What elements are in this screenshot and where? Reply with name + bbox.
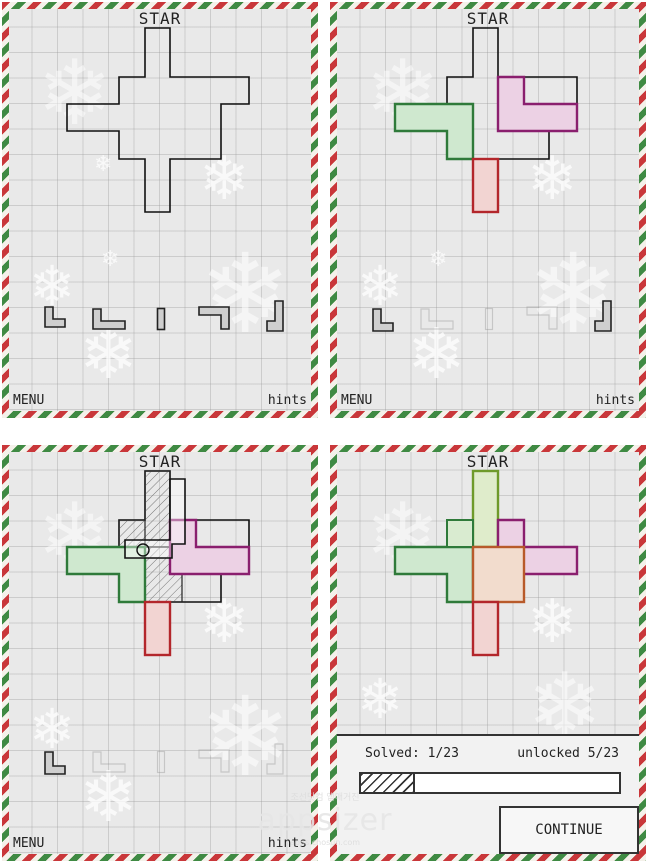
snowflake-icon: ❄ [357, 254, 404, 318]
hints-button[interactable]: hints [595, 393, 635, 408]
tray-slot-empty [197, 748, 231, 774]
graph-paper-board: ❄ ❄ ❄ ❄ ❄ STAR [9, 452, 311, 854]
placed-red-piece [471, 600, 500, 657]
tray-piece-i[interactable] [156, 307, 166, 331]
snowflake-icon: ❄ [79, 313, 138, 395]
puzzle-title: STAR [138, 9, 182, 28]
snowflake-icon: ❄ [407, 313, 466, 395]
snowflake-icon: ❄ [199, 673, 292, 801]
snowflake-icon: ❄ [101, 247, 120, 272]
graph-paper-board: ❄ ❄ ❄ ❄ ❄ ❄ STAR MENU hints [337, 9, 639, 411]
panel-solved-board: ❄ ❄ ❄ ❄ STAR Solved: 1/23 unlocked 5/23 … [330, 445, 646, 861]
star-outline [66, 27, 250, 213]
tray-slot-empty [91, 750, 127, 774]
tray-slot-empty [265, 742, 285, 776]
placed-orange-piece [471, 545, 526, 604]
puzzle-title: STAR [466, 452, 510, 471]
menu-button[interactable]: MENU [13, 836, 45, 851]
placed-green-piece [393, 545, 475, 604]
tray-slot-empty [525, 305, 559, 331]
placed-magenta-piece [168, 518, 251, 576]
progress-fill [361, 774, 415, 792]
placed-magenta-piece [496, 75, 579, 133]
tray-piece-j[interactable] [371, 307, 395, 333]
puzzle-title: STAR [138, 452, 182, 471]
snowflake-icon: ❄ [527, 587, 578, 657]
watermark-logo: 조선닷컴 앱매거진 appsizer apps.chosun.com [257, 793, 393, 847]
snowflake-icon: ❄ [79, 756, 138, 838]
star-board [65, 470, 251, 657]
tray-piece-tall-l[interactable] [265, 299, 285, 333]
panel-partial-board: ❄ ❄ ❄ ❄ ❄ ❄ STAR MENU hints [330, 2, 646, 418]
placed-green-corner [446, 519, 474, 548]
tray-piece-j[interactable] [43, 750, 67, 776]
star-board-solved [393, 469, 579, 657]
placed-green-piece [65, 545, 147, 604]
snowflake-icon: ❄ [29, 254, 76, 318]
tray-piece-tall-l[interactable] [593, 299, 613, 333]
panel-empty-board: ❄ ❄ ❄ ❄ ❄ ❄ ❄ STAR MENU hints [2, 2, 318, 418]
dragged-piece-outline [124, 478, 186, 559]
hints-button[interactable]: hints [267, 393, 307, 408]
star-board [393, 27, 579, 214]
snowflake-icon: ❄ [94, 152, 113, 177]
graph-paper-board: ❄ ❄ ❄ ❄ STAR Solved: 1/23 unlocked 5/23 … [337, 452, 639, 854]
placed-lime-piece [471, 469, 500, 549]
snowflake-icon: ❄ [429, 247, 448, 272]
snowflake-icon: ❄ [357, 667, 404, 731]
tray-slot-empty [484, 307, 494, 331]
hints-button[interactable]: hints [267, 836, 307, 851]
level-complete-panel: Solved: 1/23 unlocked 5/23 CONTINUE [337, 734, 639, 854]
tray-piece-corner[interactable] [197, 305, 231, 331]
placed-red-piece [143, 600, 172, 657]
placed-red-piece [471, 157, 500, 214]
puzzle-title: STAR [466, 9, 510, 28]
menu-button[interactable]: MENU [341, 393, 373, 408]
placed-green-piece [393, 102, 475, 161]
continue-button[interactable]: CONTINUE [499, 806, 639, 854]
snowflake-icon: ❄ [29, 697, 76, 761]
tray-slot-empty [156, 750, 166, 774]
tray-piece-j[interactable] [91, 307, 127, 331]
tray-piece-l[interactable] [43, 305, 67, 329]
unlocked-count: unlocked 5/23 [517, 746, 619, 761]
solved-progress-bar [359, 772, 621, 794]
panel-dragging-board: ❄ ❄ ❄ ❄ ❄ STAR [2, 445, 318, 861]
tray-slot-empty [419, 307, 455, 331]
graph-paper-board: ❄ ❄ ❄ ❄ ❄ ❄ ❄ STAR MENU hints [9, 9, 311, 411]
solved-count: Solved: 1/23 [365, 746, 459, 761]
hint-shadow [118, 470, 171, 548]
snowflake-icon: ❄ [37, 41, 113, 146]
menu-button[interactable]: MENU [13, 393, 45, 408]
